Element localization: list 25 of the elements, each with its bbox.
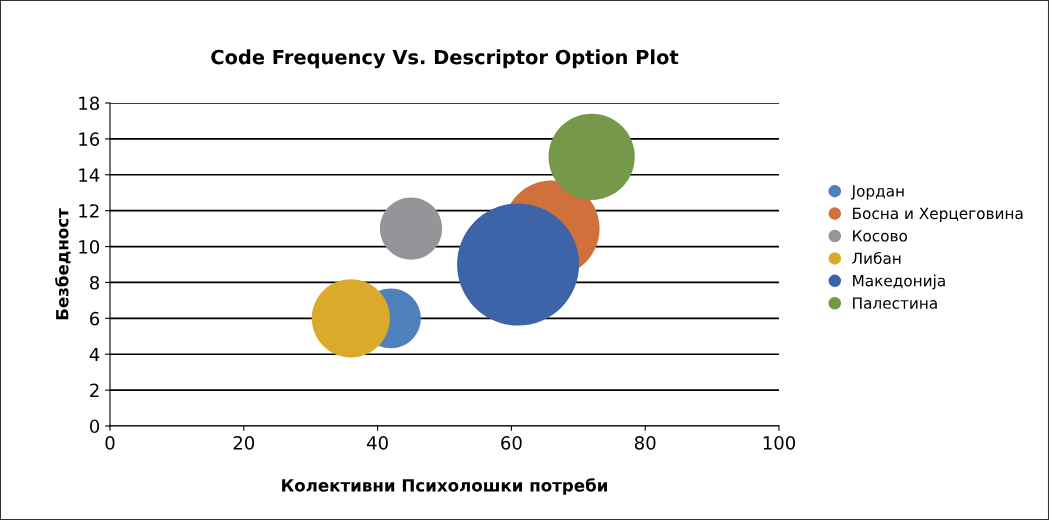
y-tick-label: 14 [79,168,100,182]
y-tick-label: 6 [90,311,100,326]
y-tick-label: 4 [89,347,100,362]
x-axis-title: Колективни Психолошки потреби [282,478,607,495]
x-tick-label: 80 [634,436,656,450]
x-tick-label: 60 [501,436,522,450]
chart-title: Code Frequency Vs. Descriptor Option Plot [211,49,679,69]
y-tick-label: 8 [90,275,100,290]
y-tick-label: 0 [89,419,100,434]
y-tick-label: 12 [79,204,99,218]
legend-label: Македонија [853,274,945,290]
legend-label: Босна и Херцеговина [853,207,1023,223]
y-tick-label: 2 [90,383,99,397]
legend-label: Палестина [853,297,937,309]
legend-label: Либан [852,251,901,264]
y-tick-label: 10 [79,240,100,254]
legend-label: Јордан [850,185,904,200]
y-tick-label: 16 [79,132,100,147]
x-tick-label: 0 [105,436,115,450]
legend-label: Косово [853,230,908,242]
y-tick-label: 18 [79,96,100,111]
x-tick-label: 40 [367,436,388,450]
x-tick-label: 20 [233,436,255,450]
x-tick-label: 100 [763,436,796,450]
y-axis-title: Безбедност [55,208,71,320]
